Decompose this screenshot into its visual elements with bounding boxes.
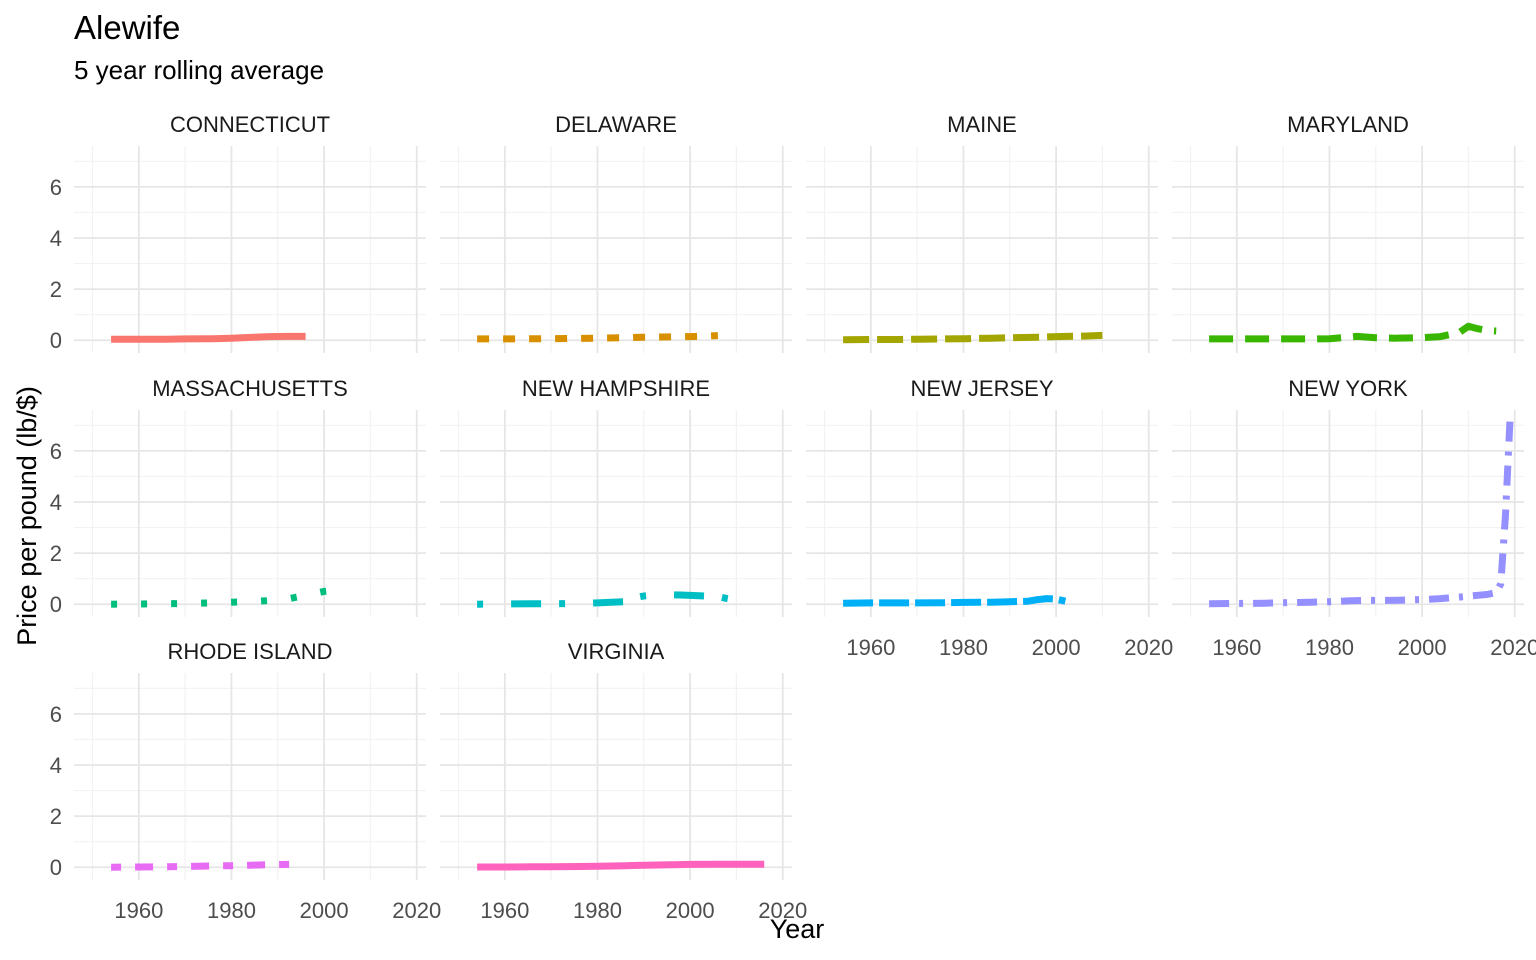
series-line [111,860,297,871]
y-tick-label: 2 [50,804,62,829]
x-tick-label: 2000 [1032,635,1081,660]
x-tick-label: 1980 [573,898,622,923]
chart-title: Alewife [74,9,180,46]
x-tick-label: 2020 [1124,635,1173,660]
facet-panel: MAINE [806,112,1158,353]
y-tick-label: 4 [50,490,62,515]
facet-strip-label: MASSACHUSETTS [152,376,348,401]
facet-panel: MARYLAND [1172,112,1524,353]
facet-strip-label: MAINE [947,112,1017,137]
x-tick-label: 1960 [114,898,163,923]
x-tick-label: 2020 [392,898,441,923]
y-tick-label: 6 [50,702,62,727]
facet-panels: CONNECTICUT 0 2 4 6 DELAWARE MAINE MARYLAND MASS… [50,112,1536,923]
x-tick-label: 2020 [1490,635,1536,660]
facet-strip-label: MARYLAND [1287,112,1409,137]
series-line [111,585,343,608]
series-line [1209,417,1514,608]
y-tick-label: 6 [50,439,62,464]
facet-strip-label: DELAWARE [555,112,677,137]
x-tick-label: 1980 [939,635,988,660]
x-tick-label: 1980 [1305,635,1354,660]
x-tick-label: 1980 [207,898,256,923]
y-tick-label: 4 [50,753,62,778]
x-axis-label: Year [770,914,825,944]
y-axis-label: Price per pound (lb/$) [12,386,42,646]
y-tick-label: 2 [50,541,62,566]
facet-panel: RHODE ISLAND 0 2 4 6 1960 1980 2000 2020 [50,639,441,923]
series-line [1209,322,1497,343]
facet-strip-label: VIRGINIA [568,639,665,664]
facet-panel: NEW JERSEY 1960 1980 2000 2020 [806,376,1173,660]
facet-panel: CONNECTICUT 0 2 4 6 [50,112,426,353]
x-tick-label: 2020 [758,898,807,923]
facet-panel: DELAWARE [440,112,792,353]
series-line [843,331,1103,344]
y-tick-label: 4 [50,226,62,251]
facet-strip-label: NEW JERSEY [910,376,1053,401]
x-tick-label: 2000 [300,898,349,923]
x-tick-label: 1960 [1212,635,1261,660]
facet-strip-label: NEW YORK [1288,376,1408,401]
x-tick-label: 1960 [480,898,529,923]
y-tick-label: 0 [50,592,62,617]
facet-panel: NEW HAMPSHIRE [440,376,792,617]
facet-panel: MASSACHUSETTS 0 2 4 6 [50,376,426,617]
y-tick-label: 0 [50,855,62,880]
series-line [477,860,765,871]
y-tick-label: 0 [50,328,62,353]
facet-panel: NEW YORK 1960 1980 2000 2020 [1172,376,1536,660]
y-tick-label: 6 [50,175,62,200]
chart-subtitle: 5 year rolling average [74,55,324,85]
series-line [111,332,306,343]
y-tick-label: 2 [50,277,62,302]
facet-panel: VIRGINIA 1960 1980 2000 2020 [440,639,807,923]
series-line [843,595,1067,607]
x-tick-label: 2000 [666,898,715,923]
series-line [477,591,756,608]
facet-strip-label: NEW HAMPSHIRE [522,376,710,401]
facet-strip-label: RHODE ISLAND [167,639,332,664]
x-tick-label: 2000 [1398,635,1447,660]
x-tick-label: 1960 [846,635,895,660]
facet-strip-label: CONNECTICUT [170,112,330,137]
